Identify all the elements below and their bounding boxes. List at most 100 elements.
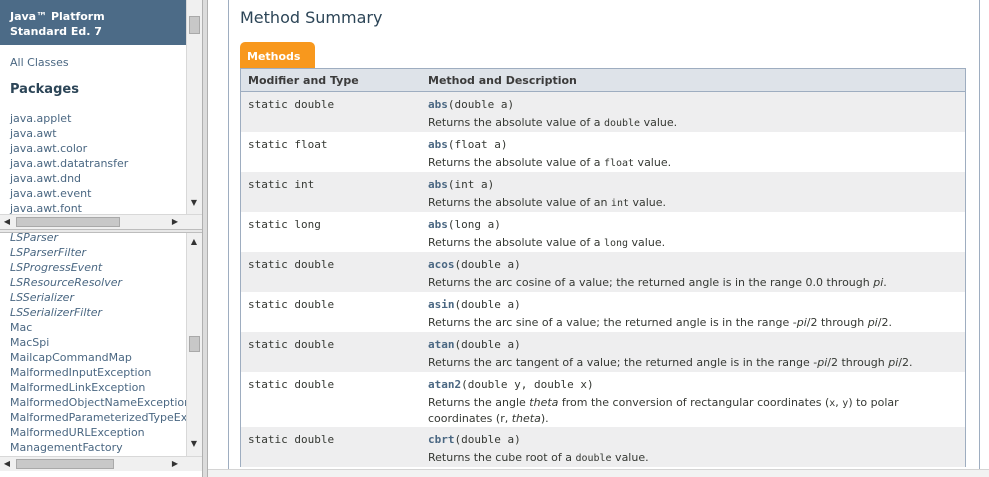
method-description: Returns the arc cosine of a value; the r…: [428, 276, 887, 289]
method-summary-heading: Method Summary: [240, 8, 383, 27]
method-signature: atan(double a): [428, 338, 521, 351]
class-link[interactable]: MalformedLinkException: [10, 381, 146, 394]
method-description: Returns the angle theta from the convers…: [428, 396, 899, 425]
col-header-method: Method and Description: [428, 74, 577, 87]
scroll-thumb[interactable]: [16, 217, 120, 227]
class-link[interactable]: LSParserFilter: [10, 246, 87, 259]
method-name-link[interactable]: atan: [428, 338, 455, 351]
modifier-type: static float: [248, 138, 328, 151]
modifier-type: static double: [248, 98, 335, 111]
package-link[interactable]: java.awt.datatransfer: [10, 157, 129, 170]
method-signature: abs(double a): [428, 98, 514, 111]
method-signature: abs(int a): [428, 178, 494, 191]
table-row: static double abs(double a) Returns the ab…: [241, 92, 965, 132]
method-signature: atan2(double y, double x): [428, 378, 594, 391]
platform-header: Java™ Platform Standard Ed. 7: [0, 0, 186, 45]
methods-tab[interactable]: Methods: [240, 42, 315, 68]
class-link[interactable]: LSSerializer: [10, 291, 74, 304]
class-link[interactable]: MailcapCommandMap: [10, 351, 132, 364]
platform-title-line2: Standard Ed. 7: [10, 25, 102, 38]
package-link[interactable]: java.awt.event: [10, 187, 92, 200]
class-link[interactable]: ManagementFactory: [10, 441, 123, 454]
class-link[interactable]: MalformedURLException: [10, 426, 145, 439]
class-link[interactable]: MalformedObjectNameException: [10, 396, 192, 409]
col-header-modifier: Modifier and Type: [248, 74, 359, 87]
all-classes-link[interactable]: All Classes: [10, 56, 69, 69]
class-list-frame: LSParser LSParserFilter LSProgressEvent LSR…: [0, 233, 202, 471]
package-link[interactable]: java.awt: [10, 127, 57, 140]
scroll-down-arrow-icon[interactable]: ▼: [190, 439, 198, 448]
scroll-thumb[interactable]: [189, 336, 200, 352]
method-signature: asin(double a): [428, 298, 521, 311]
modifier-type: static double: [248, 338, 335, 351]
scroll-down-arrow-icon[interactable]: ▼: [190, 198, 198, 207]
package-link[interactable]: java.awt.color: [10, 142, 88, 155]
table-row: static double asin(double a) Returns the a…: [241, 292, 965, 332]
method-name-link[interactable]: acos: [428, 258, 455, 271]
scroll-right-arrow-icon[interactable]: ▶: [171, 217, 179, 226]
method-params: (long a): [447, 218, 501, 231]
package-list-frame: Java™ Platform Standard Ed. 7 All Classe…: [0, 0, 202, 229]
method-description: Returns the arc tangent of a value; the …: [428, 356, 913, 369]
scroll-up-arrow-icon[interactable]: ▲: [190, 237, 198, 246]
table-body: static double abs(double a) Returns the ab…: [241, 92, 965, 467]
table-row: static double acos(double a) Returns the a…: [241, 252, 965, 292]
package-link[interactable]: java.awt.dnd: [10, 172, 82, 185]
method-name-link[interactable]: cbrt: [428, 433, 455, 446]
method-params: (double a): [447, 98, 515, 111]
class-link[interactable]: MalformedInputException: [10, 366, 152, 379]
table-header: Modifier and Type Method and Description: [241, 69, 965, 92]
packages-heading: Packages: [10, 82, 79, 97]
method-params: (double a): [454, 258, 521, 271]
frame-splitter-vertical[interactable]: [202, 0, 208, 477]
method-signature: cbrt(double a): [428, 433, 521, 446]
method-params: (double y, double x): [461, 378, 594, 391]
class-link[interactable]: LSParser: [10, 233, 59, 244]
method-description: Returns the absolute value of a double v…: [428, 116, 678, 129]
method-name-link[interactable]: asin: [428, 298, 455, 311]
method-params: (double a): [454, 298, 521, 311]
method-params: (double a): [454, 433, 521, 446]
class-link[interactable]: MacSpi: [10, 336, 50, 349]
table-row: static int abs(int a) Returns the absolute…: [241, 172, 965, 212]
main-frame-bottom-edge: [208, 469, 989, 477]
scroll-thumb[interactable]: [189, 16, 200, 34]
method-name-link[interactable]: abs: [428, 218, 448, 231]
method-signature: abs(long a): [428, 218, 501, 231]
modifier-type: static int: [248, 178, 315, 191]
class-frame-hscrollbar[interactable]: ◀ ▶: [0, 456, 202, 471]
class-frame-vscrollbar[interactable]: ▲ ▼: [186, 233, 202, 456]
frame-splitter-horizontal[interactable]: [0, 229, 205, 233]
package-frame-vscrollbar[interactable]: ▼: [186, 0, 202, 214]
class-detail-frame: Method Summary Methods Modifier and Type…: [208, 0, 989, 477]
table-row: static long abs(long a) Returns the absolu…: [241, 212, 965, 252]
modifier-type: static double: [248, 298, 335, 311]
package-link[interactable]: java.applet: [10, 112, 72, 125]
method-signature: abs(float a): [428, 138, 507, 151]
scroll-thumb[interactable]: [16, 459, 114, 469]
scroll-right-arrow-icon[interactable]: ▶: [171, 459, 179, 468]
method-name-link[interactable]: abs: [428, 138, 448, 151]
method-description: Returns the absolute value of a float va…: [428, 156, 672, 169]
class-link[interactable]: LSSerializerFilter: [10, 306, 103, 319]
class-link[interactable]: LSResourceResolver: [10, 276, 123, 289]
method-description: Returns the cube root of a double value.: [428, 451, 649, 464]
modifier-type: static long: [248, 218, 321, 231]
method-name-link[interactable]: atan2: [428, 378, 462, 391]
table-row: static double cbrt(double a) Returns the c…: [241, 427, 965, 467]
scroll-left-arrow-icon[interactable]: ◀: [3, 217, 11, 226]
modifier-type: static double: [248, 378, 335, 391]
package-link[interactable]: java.awt.font: [10, 202, 82, 215]
scroll-left-arrow-icon[interactable]: ◀: [3, 459, 11, 468]
method-description: Returns the absolute value of a long val…: [428, 236, 666, 249]
class-link[interactable]: MalformedParameterizedTypeException: [10, 411, 202, 424]
method-name-link[interactable]: abs: [428, 178, 448, 191]
method-signature: acos(double a): [428, 258, 521, 271]
modifier-type: static double: [248, 258, 335, 271]
platform-title-line1: Java™ Platform: [10, 10, 105, 23]
method-name-link[interactable]: abs: [428, 98, 448, 111]
class-link[interactable]: LSProgressEvent: [10, 261, 103, 274]
class-link[interactable]: Mac: [10, 321, 33, 334]
method-summary-table: Modifier and Type Method and Description…: [240, 68, 966, 467]
package-frame-hscrollbar[interactable]: ◀ ▶: [0, 214, 202, 229]
